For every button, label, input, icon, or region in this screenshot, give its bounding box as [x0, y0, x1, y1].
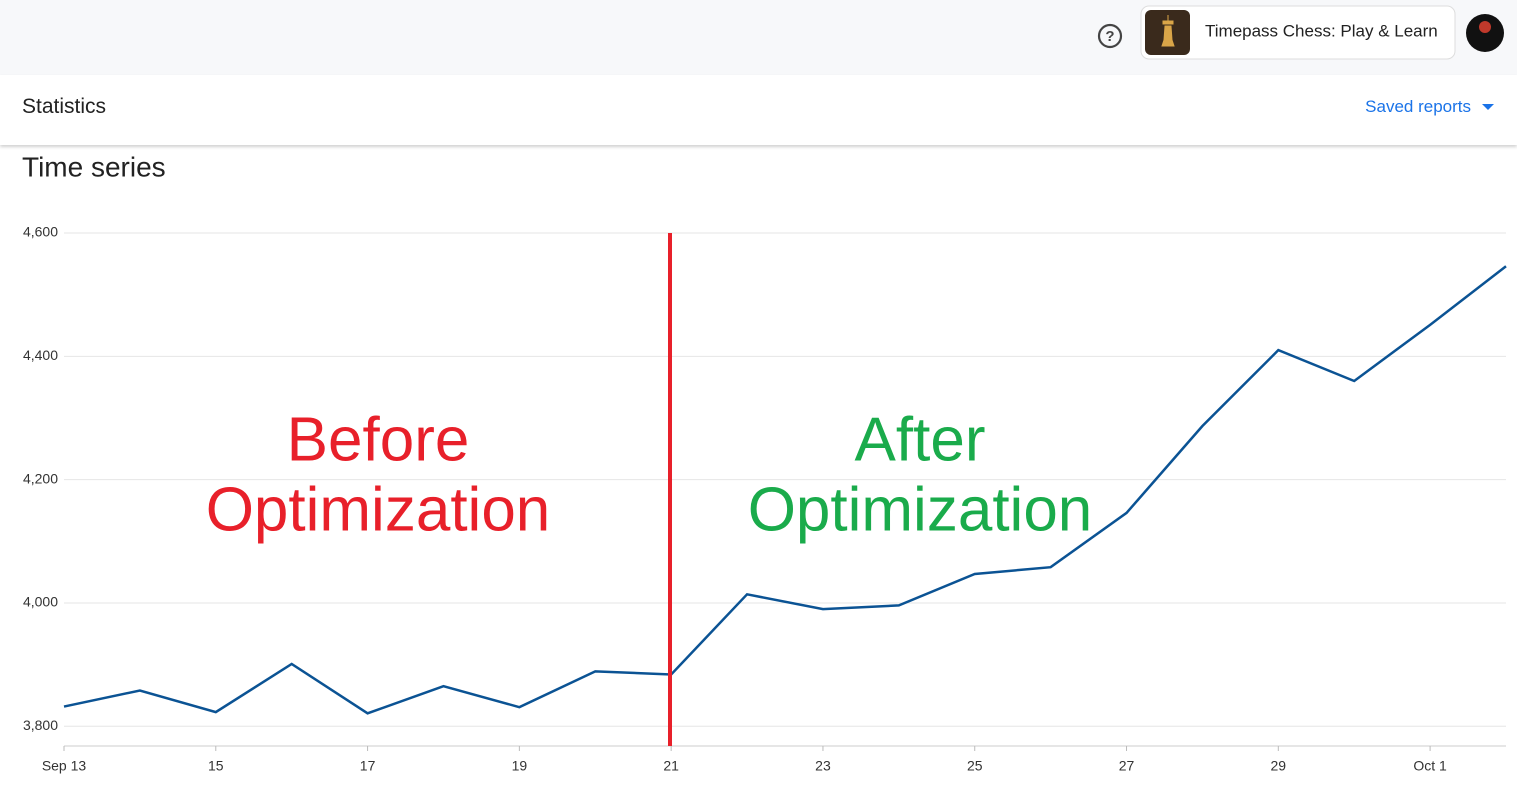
- x-tick-label: 21: [663, 758, 679, 774]
- annotation: Before: [287, 405, 470, 474]
- x-tick-label: 27: [1119, 758, 1135, 774]
- app-name: Timepass Chess: Play & Learn: [1205, 21, 1438, 40]
- stats-bar: Statistics Saved reports: [0, 75, 1517, 145]
- dropdown-arrow[interactable]: [1481, 102, 1495, 112]
- y-tick-label: 3,800: [23, 717, 58, 733]
- app-selector[interactable]: [1140, 5, 1456, 60]
- x-tick-label: 15: [208, 758, 224, 774]
- saved-reports[interactable]: Saved reports: [1365, 97, 1471, 116]
- y-tick-label: 4,200: [23, 470, 58, 486]
- section-title: Statistics: [22, 95, 107, 118]
- top-bar: ? Timepass Chess: Play & Learn: [0, 0, 1517, 75]
- x-tick-label: 17: [360, 758, 376, 774]
- y-tick-label: 4,600: [23, 224, 58, 240]
- x-tick-label: Oct 1: [1413, 758, 1447, 774]
- svg-text:?: ?: [1105, 28, 1114, 45]
- x-tick-label: 19: [512, 758, 528, 774]
- x-tick-label: Sep 13: [42, 758, 87, 774]
- chart-title: Time series: [22, 151, 166, 182]
- help-button[interactable]: ?: [1097, 23, 1123, 49]
- avatar-detail: [1479, 21, 1491, 33]
- app-icon-piece: [1161, 15, 1175, 47]
- x-tick-label: 23: [815, 758, 831, 774]
- y-tick-label: 4,000: [23, 594, 58, 610]
- x-tick-label: 25: [967, 758, 983, 774]
- x-tick-label: 29: [1271, 758, 1287, 774]
- annotation: Optimization: [748, 475, 1093, 544]
- data-line: [63, 265, 1507, 715]
- top-bar-icons: ? Timepass Chess: Play & Learn: [1097, 5, 1504, 60]
- y-tick-label: 4,400: [23, 347, 58, 363]
- annotation: After: [855, 405, 986, 474]
- annotation: Optimization: [206, 475, 551, 544]
